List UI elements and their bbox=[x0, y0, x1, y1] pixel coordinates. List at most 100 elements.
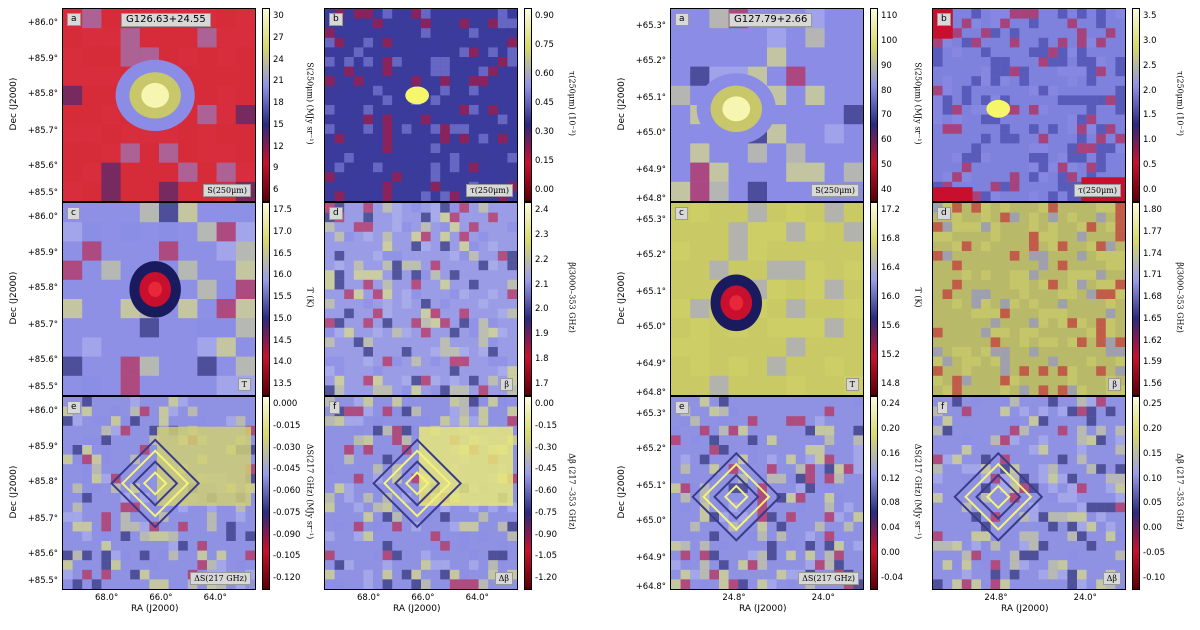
map-cell bbox=[981, 493, 991, 503]
map-cell bbox=[952, 579, 962, 589]
map-cell bbox=[449, 153, 460, 163]
panel-left-f: f Δβ bbox=[324, 396, 518, 590]
map-cell bbox=[430, 124, 441, 134]
map-image bbox=[671, 203, 863, 395]
map-cell bbox=[1096, 289, 1106, 299]
map-cell bbox=[488, 18, 498, 29]
map-cell bbox=[971, 356, 981, 367]
map-cell bbox=[961, 375, 972, 386]
map-cell bbox=[101, 550, 111, 561]
map-cell bbox=[411, 162, 421, 173]
map-cell bbox=[139, 406, 150, 417]
map-cell bbox=[497, 397, 508, 407]
panel-letter: c bbox=[67, 207, 80, 220]
map-cell bbox=[767, 318, 787, 338]
map-cell bbox=[990, 57, 1001, 67]
map-cell bbox=[421, 47, 431, 57]
map-cell bbox=[795, 483, 806, 493]
map-cell bbox=[1029, 531, 1039, 541]
map-cell bbox=[459, 385, 469, 395]
map-cell bbox=[990, 222, 1001, 232]
map-cell bbox=[853, 512, 863, 522]
map-cell bbox=[690, 521, 700, 532]
map-cell bbox=[120, 28, 140, 48]
map-cell bbox=[933, 473, 943, 484]
map-cell bbox=[1057, 366, 1068, 376]
map-cell bbox=[401, 569, 412, 580]
map-cell bbox=[149, 502, 159, 513]
colorbar-tick-label: 0.00 bbox=[535, 399, 554, 409]
panel-quantity-label: ΔS(217 GHz) bbox=[190, 572, 251, 585]
map-cell bbox=[82, 241, 102, 261]
map-cell bbox=[363, 512, 373, 522]
map-cell bbox=[1096, 397, 1106, 407]
map-cell bbox=[1086, 124, 1097, 134]
residual-ring bbox=[713, 473, 760, 521]
map-cell bbox=[497, 85, 508, 96]
map-cell bbox=[168, 397, 179, 407]
map-cell bbox=[719, 579, 729, 589]
map-cell bbox=[440, 85, 450, 96]
map-cell bbox=[401, 260, 412, 271]
map-cell bbox=[382, 308, 393, 319]
map-cell bbox=[699, 579, 710, 589]
map-cell bbox=[1115, 143, 1125, 153]
panel-quantity-label: Δβ bbox=[494, 572, 513, 585]
map-cell bbox=[382, 143, 393, 153]
map-cell bbox=[197, 337, 217, 357]
map-cell bbox=[149, 579, 159, 589]
map-cell bbox=[961, 95, 972, 105]
map-cell bbox=[449, 191, 460, 201]
map-cell bbox=[82, 493, 92, 503]
map-cell bbox=[786, 541, 796, 551]
colorbar-label: β(3000–353 GHz) bbox=[1175, 262, 1185, 333]
map-cell bbox=[952, 454, 962, 465]
map-cell bbox=[363, 299, 373, 309]
residual-ring bbox=[691, 451, 782, 542]
map-cell bbox=[469, 560, 479, 570]
map-cell bbox=[245, 550, 255, 561]
map-cell bbox=[1067, 473, 1077, 484]
map-cell bbox=[680, 579, 691, 589]
map-cell bbox=[1009, 133, 1020, 144]
map-cell bbox=[411, 318, 421, 328]
map-cell bbox=[382, 579, 393, 589]
dec-tick-label: +64.9° bbox=[635, 358, 666, 369]
map-cell bbox=[990, 541, 1001, 551]
map-cell bbox=[120, 416, 131, 426]
map-cell bbox=[507, 66, 517, 77]
map-cell bbox=[373, 416, 383, 426]
map-cell bbox=[1009, 66, 1020, 77]
map-cell bbox=[1057, 454, 1068, 465]
map-cell bbox=[1000, 181, 1010, 192]
map-cell bbox=[459, 579, 469, 589]
map-cell bbox=[1019, 385, 1029, 395]
map-cell bbox=[942, 85, 953, 96]
map-cell bbox=[699, 397, 710, 407]
map-cell bbox=[961, 569, 972, 580]
colorbar-tick-label: 2.0 bbox=[1143, 85, 1157, 96]
map-cell bbox=[1077, 435, 1087, 445]
panel-letter: c bbox=[675, 207, 688, 220]
map-cell bbox=[1009, 435, 1020, 445]
map-cell bbox=[1115, 85, 1125, 96]
map-cell bbox=[216, 143, 236, 163]
map-cell bbox=[1115, 347, 1125, 357]
map-cell bbox=[1019, 493, 1029, 503]
map-cell bbox=[120, 124, 140, 144]
map-cell bbox=[1038, 541, 1049, 551]
map-cell bbox=[1096, 124, 1106, 134]
map-cell bbox=[815, 425, 825, 436]
map-cell bbox=[767, 464, 777, 474]
map-cell bbox=[459, 181, 469, 192]
map-cell bbox=[411, 260, 421, 271]
map-cell bbox=[226, 531, 236, 541]
map-cell bbox=[101, 560, 111, 570]
map-cell bbox=[933, 464, 943, 474]
map-cell bbox=[392, 464, 402, 474]
map-cell bbox=[747, 445, 758, 455]
map-cell bbox=[459, 47, 469, 57]
map-cell bbox=[719, 541, 729, 551]
map-cell bbox=[91, 473, 102, 484]
map-cell bbox=[72, 445, 83, 455]
